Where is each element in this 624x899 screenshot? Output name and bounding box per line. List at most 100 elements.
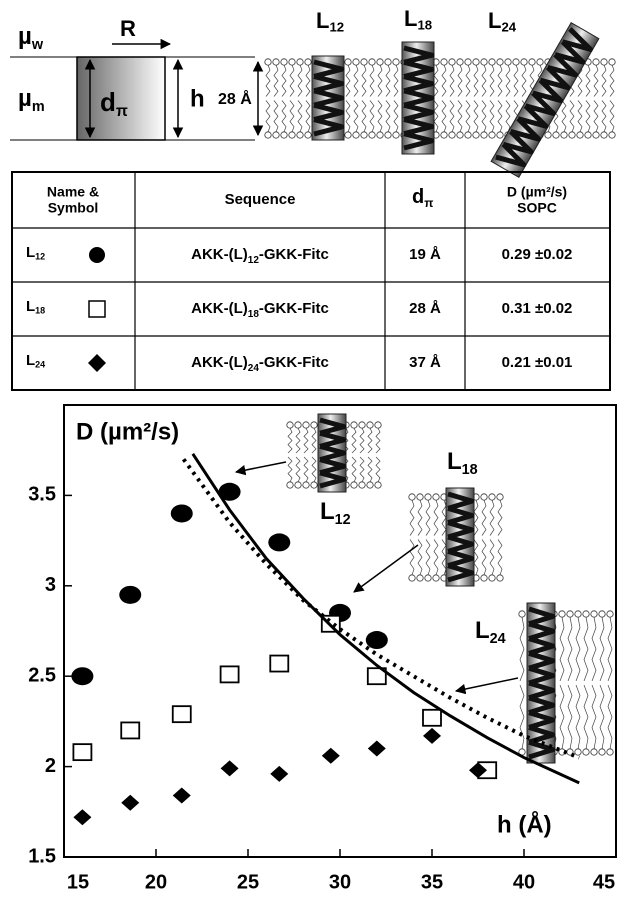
lipid-tail: [289, 100, 295, 133]
point: [220, 760, 239, 777]
lipid-head: [350, 421, 358, 429]
lipid-tail: [297, 100, 303, 133]
helix-turns: [319, 417, 347, 489]
lipid-tail: [489, 64, 495, 97]
seq-part: -GKK-Fitc: [259, 300, 329, 317]
lipid-tail: [353, 100, 359, 133]
lipid-head: [448, 58, 456, 66]
lipid-tail: [575, 616, 581, 682]
lipid-head: [574, 610, 582, 618]
lipid-tail: [601, 100, 607, 133]
point: [170, 504, 193, 523]
peptide-label: L12: [316, 8, 344, 35]
lipid-head: [296, 58, 304, 66]
lipid-tail: [575, 684, 581, 750]
lipid-tail: [559, 616, 565, 682]
arrow: [234, 461, 287, 476]
lipid-tail: [265, 100, 271, 133]
lipid-head: [358, 421, 366, 429]
lipid-head: [288, 131, 296, 139]
row-d: 19 Å: [409, 246, 441, 263]
peptide-label: L18: [404, 6, 432, 33]
helix: [401, 41, 435, 155]
lipid-head: [350, 481, 358, 489]
helix: [526, 602, 556, 764]
lipid-tail: [607, 616, 613, 682]
row-name-main: L: [26, 352, 35, 369]
x-axis-label: h (Å): [497, 810, 552, 838]
annotation-sub: 18: [462, 462, 478, 478]
lipid-tail: [345, 100, 351, 133]
lipid-head: [608, 58, 616, 66]
lipid-head: [592, 131, 600, 139]
lipid-head: [374, 421, 382, 429]
lipid-head: [416, 574, 424, 582]
lipid-head: [280, 131, 288, 139]
point: [321, 747, 340, 764]
header-cell-sub: π: [424, 196, 433, 210]
lipid-head: [496, 493, 504, 501]
lipid-tail: [551, 684, 557, 750]
mu-w: µw: [18, 23, 44, 53]
lipid-tail: [449, 64, 455, 97]
lipid-tail: [281, 100, 287, 133]
lipid-head: [600, 58, 608, 66]
lipid-head: [384, 131, 392, 139]
thickness-label: 28 Å: [218, 89, 252, 108]
lipid-head: [344, 58, 352, 66]
helix: [311, 55, 345, 141]
header-cell: dπ: [412, 186, 433, 210]
lipid-head: [376, 131, 384, 139]
lipid-head: [304, 131, 312, 139]
row-symbol: [88, 354, 106, 372]
lipid-tail: [481, 100, 487, 133]
lipid-head: [416, 493, 424, 501]
lipid-head: [464, 131, 472, 139]
lipid-head: [358, 481, 366, 489]
point: [422, 708, 442, 727]
mu-w-main: µ: [18, 23, 32, 50]
mu-m-sub: m: [32, 99, 45, 115]
annotation: L12: [320, 498, 351, 528]
lipid-tail: [497, 100, 503, 133]
lipid-head: [360, 131, 368, 139]
lipid-head: [544, 131, 552, 139]
point: [171, 705, 192, 724]
lipid-head: [480, 58, 488, 66]
row-name-sub: 18: [35, 306, 45, 316]
lipid-tail: [599, 616, 605, 682]
lipid-tail: [433, 499, 439, 536]
lipid-tail: [367, 427, 373, 454]
point: [423, 727, 441, 744]
lipid-head: [272, 58, 280, 66]
lipid-tail: [599, 684, 605, 750]
lipid-tail: [481, 64, 487, 97]
lipid-tail: [361, 64, 367, 97]
lipid-tail: [409, 539, 415, 576]
lipid-head: [520, 58, 528, 66]
lipid-tail: [303, 456, 309, 483]
lipid-tail: [519, 684, 525, 750]
peptide-label-sub: 12: [329, 20, 344, 35]
helix-turns: [495, 27, 593, 168]
lipid-tail: [481, 539, 487, 576]
lipid-tail: [375, 456, 381, 483]
lipid-tail: [385, 100, 391, 133]
lipid-tail: [345, 64, 351, 97]
lipid-tail: [609, 100, 615, 133]
d-pi-main: d: [100, 87, 116, 117]
lipid-tail: [343, 456, 349, 483]
radius-label: R: [120, 16, 136, 41]
lipid-head: [424, 493, 432, 501]
lipid-tail: [433, 539, 439, 576]
peptide-label-sub: 18: [417, 18, 432, 33]
lipid-tail: [569, 100, 575, 133]
helix: [317, 413, 347, 493]
lipid-head: [592, 58, 600, 66]
lipid-tail: [359, 427, 365, 454]
table-frame: [11, 171, 611, 391]
seq-part: -GKK-Fitc: [259, 246, 329, 263]
mu-m: µm: [18, 85, 45, 115]
lipid-head: [488, 58, 496, 66]
